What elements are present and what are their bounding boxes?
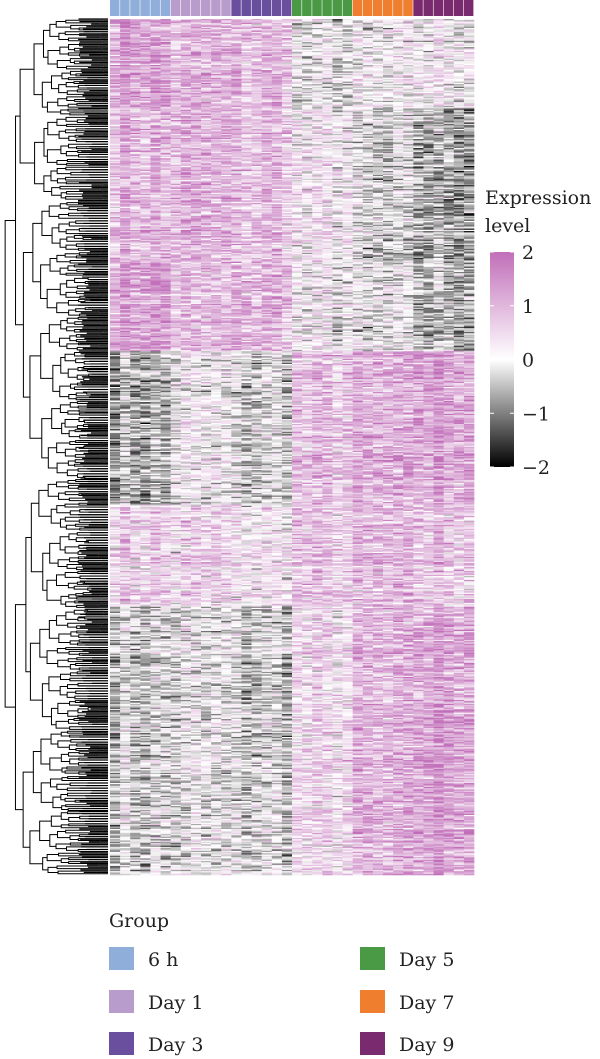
dendrogram-branch: [43, 553, 50, 590]
dendrogram-branch: [59, 634, 71, 642]
dendrogram-branch: [42, 82, 51, 107]
dendrogram-branch: [15, 605, 25, 810]
dendrogram-branch: [48, 448, 57, 468]
dendrogram-branch: [60, 537, 69, 550]
dendrogram-branch: [57, 179, 66, 183]
dendrogram-branch: [70, 384, 77, 388]
dendrogram-branch: [43, 30, 49, 57]
dendrogram-branch: [60, 47, 69, 54]
dendrogram-branch: [51, 816, 61, 826]
dendrogram-branch: [68, 711, 78, 716]
heatmap-body: [110, 19, 474, 875]
dendrogram-branch: [57, 482, 69, 487]
dendrogram-branch: [66, 612, 78, 619]
dendrogram-branch: [56, 721, 70, 728]
dendrogram-branch: [58, 741, 71, 747]
dendrogram-branch: [57, 168, 71, 173]
dendrogram-branch: [70, 336, 77, 341]
dendrogram-branch: [67, 470, 78, 476]
dendrogram-branch: [59, 33, 69, 39]
dendrogram-branch: [47, 651, 58, 664]
dendrogram-branch: [49, 677, 61, 691]
dendrogram-branch: [30, 831, 43, 864]
dendrogram-branch: [57, 160, 67, 164]
dendrogram-branch: [57, 119, 67, 125]
dendrogram-branch: [31, 503, 42, 571]
dendrogram-branch: [58, 560, 69, 567]
dendrogram-branch: [61, 357, 68, 373]
dendrogram-branch: [57, 784, 70, 789]
dendrogram-branch: [52, 76, 62, 89]
dendrogram-branch: [65, 449, 76, 456]
dendrogram-branch: [68, 411, 80, 414]
dendrogram-branch: [16, 116, 24, 325]
dendrogram-branch: [51, 708, 57, 724]
dendrogram-branch: [35, 142, 44, 183]
dendrogram-branch: [56, 844, 70, 849]
dendrogram-branch: [30, 356, 42, 438]
dendrogram-branch: [62, 768, 67, 772]
dendrogram-branch: [65, 547, 79, 553]
heatmap-cluster: [110, 19, 474, 109]
dendrogram-branch: [70, 759, 79, 764]
dendrogram-branch: [57, 255, 70, 261]
dendrogram-branch: [57, 303, 69, 313]
dendrogram-branch: [41, 333, 53, 378]
dendrogram-branch: [60, 338, 70, 346]
dendrogram-branch: [5, 220, 15, 707]
dendrogram-branch: [69, 310, 80, 315]
dendrogram-branch: [51, 171, 57, 181]
dendrogram-branch: [68, 369, 78, 377]
dendrogram-branch: [20, 69, 34, 163]
dendrogram-branch: [57, 443, 70, 453]
dendrogram-branch: [41, 783, 53, 802]
dendrogram-branch: [67, 318, 78, 323]
dendrogram-branch: [68, 583, 77, 587]
dendrogram-branch: [61, 596, 69, 604]
dendrogram-branch: [70, 558, 79, 562]
dendrogram-branch: [48, 51, 60, 64]
dendrogram-branch: [50, 259, 60, 272]
dendrogram-branch: [61, 859, 68, 863]
dendrogram-branch: [30, 643, 42, 700]
dendrogram-branch: [61, 795, 68, 800]
dendrogram-branch: [23, 772, 33, 847]
dendrogram-branch: [51, 734, 61, 744]
dendrogram-branch: [51, 509, 60, 523]
dendrogram-branch: [48, 867, 58, 872]
dendrogram-branch: [50, 779, 61, 787]
dendrogram-branch: [47, 289, 60, 307]
dendrogram-branch: [59, 493, 70, 499]
dendrogram-branch: [41, 265, 50, 299]
dendrogram-branch: [40, 629, 50, 657]
dendrogram-branch: [33, 752, 41, 793]
dendrogram-branch: [42, 684, 51, 717]
dendrogram-branch: [67, 280, 78, 287]
dendrogram-branch: [66, 292, 80, 297]
dendrogram-branch: [50, 24, 59, 36]
dendrogram-branch: [66, 152, 78, 156]
dendrogram-branch: [39, 490, 51, 516]
dendrogram-branch: [59, 224, 69, 232]
dendrogram-branch: [49, 620, 58, 638]
dendrogram-branch: [61, 674, 71, 679]
dendrogram-branch: [23, 253, 32, 398]
dendrogram-branch: [60, 687, 67, 695]
dendrogram-branch: [69, 394, 76, 398]
dendrogram-branch: [56, 575, 68, 586]
heatmap-cluster: [110, 108, 474, 262]
dendrogram-branch: [61, 146, 69, 154]
dendrogram-branch: [47, 580, 61, 600]
row-dendrogram: [5, 19, 108, 874]
dendrogram-branch: [42, 419, 52, 458]
dendrogram-branch: [50, 758, 62, 770]
dendrogram-branch: [57, 463, 68, 473]
dendrogram-branch: [47, 102, 60, 112]
dendrogram-branch: [42, 211, 52, 235]
